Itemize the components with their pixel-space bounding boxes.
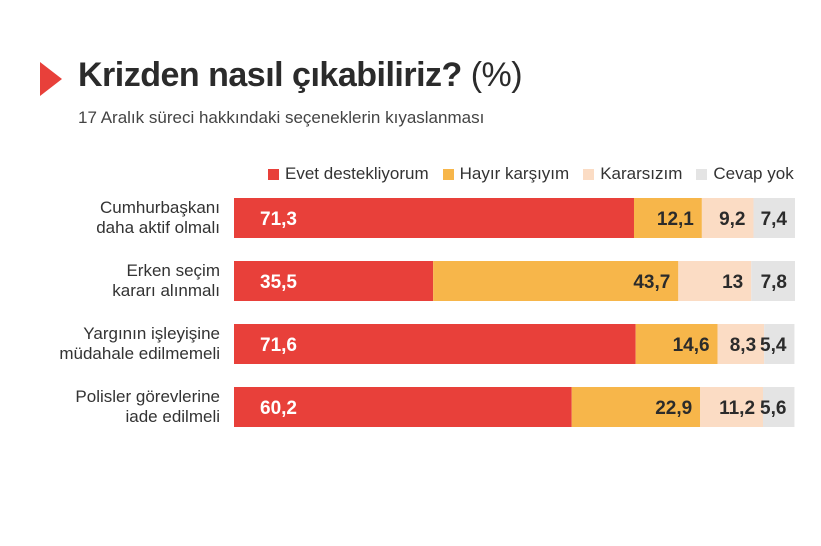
bar-value-label: 35,5: [260, 272, 297, 293]
bar-segment: [700, 387, 764, 427]
row-label: Polisler görevlerine iade edilmeli: [30, 387, 220, 427]
bar-value-label: 5,6: [760, 398, 786, 419]
row-label: Yargının işleyişine müdahale edilmemeli: [30, 324, 220, 364]
bar-segment: [234, 198, 634, 238]
bar-segment: [717, 324, 765, 364]
bar-value-label: 14,6: [673, 335, 710, 356]
bar-segment: [764, 324, 795, 364]
legend-swatch: [583, 168, 595, 180]
bar-value-label: 43,7: [633, 272, 670, 293]
legend-item-evet: Evet destekliyorum: [268, 164, 429, 184]
legend-label: Kararsızım: [600, 164, 683, 183]
legend-item-cevap-yok: Cevap yok: [696, 164, 794, 184]
bar-segment: [751, 261, 795, 301]
bar-segment: [701, 198, 754, 238]
row-label: Cumhurbaşkanı daha aktif olmalı: [30, 198, 220, 238]
legend-item-hayir: Hayır karşıyım: [442, 164, 570, 184]
page-subtitle: 17 Aralık süreci hakkındaki seçeneklerin…: [78, 108, 485, 127]
bar-value-label: 13: [722, 272, 743, 293]
bar-value-label: 12,1: [657, 209, 694, 230]
bar-value-label: 7,4: [761, 209, 788, 230]
row-label-line: Erken seçim: [126, 261, 220, 280]
row-label-line: Cumhurbaşkanı: [99, 198, 220, 217]
bar-segment: [633, 198, 702, 238]
row-label: Erken seçim kararı alınmalı: [30, 261, 220, 301]
bar-value-label: 71,3: [260, 209, 297, 230]
chart-legend: Evet destekliyorum Hayır karşıyım Karars…: [268, 164, 794, 184]
legend-label: Hayır karşıyım: [459, 164, 570, 183]
legend-item-kararsiz: Kararsızım: [583, 164, 682, 184]
title-marker-icon: [40, 62, 62, 96]
page-title: Krizden nasıl çıkabiliriz? (%): [78, 56, 523, 95]
bar-value-label: 22,9: [655, 398, 692, 419]
bar-value-label: 60,2: [260, 398, 297, 419]
legend-label: Cevap yok: [713, 164, 794, 183]
legend-swatch: [268, 168, 279, 180]
row-label-line: müdahale edilmemeli: [59, 344, 220, 363]
bar-value-label: 5,4: [760, 335, 787, 356]
bar-segment: [234, 261, 434, 301]
row-label-line: Yargının işleyişine: [83, 324, 220, 343]
row-label-line: kararı alınmalı: [112, 281, 220, 300]
bar-segment: [571, 387, 701, 427]
bar-segment: [635, 324, 718, 364]
bar-value-label: 9,2: [719, 209, 745, 230]
bar-value-label: 8,3: [730, 335, 756, 356]
title-unit: (%): [470, 56, 523, 94]
bar-segment: [763, 387, 795, 427]
bar-segment: [678, 261, 752, 301]
bar-value-label: 71,6: [260, 335, 297, 356]
legend-swatch: [442, 168, 454, 180]
bar-segment: [234, 324, 636, 364]
row-label-line: daha aktif olmalı: [96, 218, 220, 237]
row-label-line: Polisler görevlerine: [75, 387, 220, 406]
legend-label: Evet destekliyorum: [285, 164, 429, 183]
bar-value-label: 7,8: [761, 272, 787, 293]
bar-value-label: 11,2: [719, 398, 755, 419]
row-label-line: iade edilmeli: [125, 407, 221, 426]
bar-segment: [753, 198, 795, 238]
title-text: Krizden nasıl çıkabiliriz?: [78, 56, 462, 94]
bar-segment: [234, 387, 572, 427]
bar-segment: [433, 261, 679, 301]
legend-swatch: [696, 168, 708, 180]
